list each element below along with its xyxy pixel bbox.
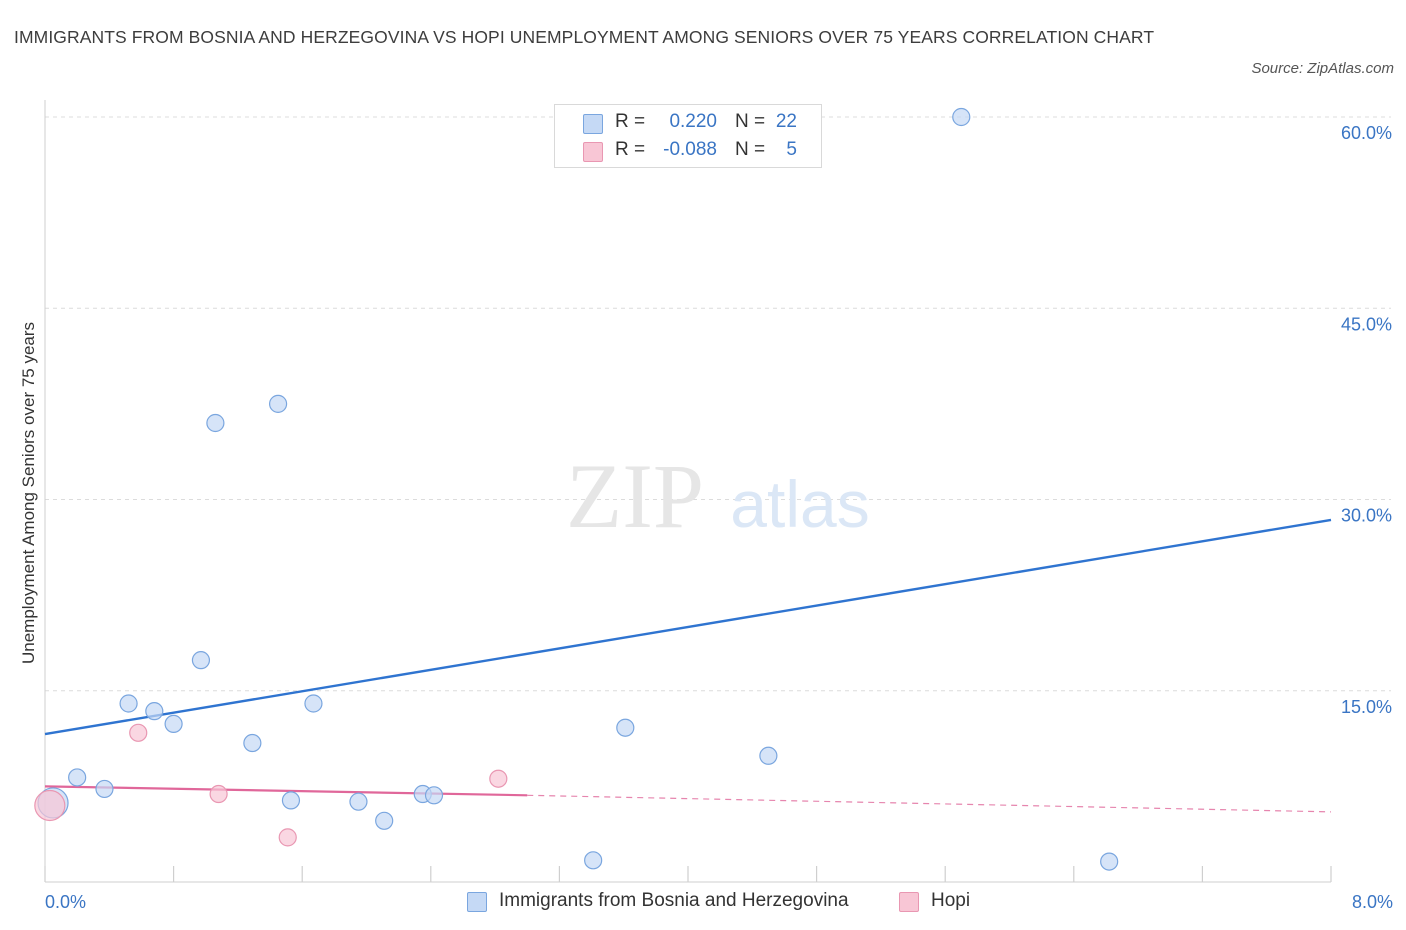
point-bosnia xyxy=(952,107,971,127)
watermark-zip: ZIP xyxy=(566,445,704,547)
point-hopi xyxy=(489,769,508,788)
point-hopi xyxy=(34,789,66,822)
point-bosnia xyxy=(268,394,288,413)
point-bosnia xyxy=(1100,852,1119,871)
n-label: N = xyxy=(735,111,766,132)
n-value: 5 xyxy=(786,139,797,160)
y-axis-label: Unemployment Among Seniors over 75 years xyxy=(19,322,38,664)
y-tick-label: 15.0% xyxy=(1341,697,1392,717)
stats-legend-row-blue: R = 0.220 N = 22 xyxy=(555,110,821,138)
grid-layer xyxy=(45,116,1391,692)
r-label: R = xyxy=(615,111,646,132)
trend-line-hopi xyxy=(44,785,528,797)
trend-layer xyxy=(44,518,1332,813)
chart-title: IMMIGRANTS FROM BOSNIA AND HERZEGOVINA V… xyxy=(14,27,1155,47)
trend-line-hopi-extension xyxy=(527,794,1332,813)
y-tick-label: 45.0% xyxy=(1341,314,1392,334)
r-value: -0.088 xyxy=(663,139,717,160)
source-label: Source: ZipAtlas.com xyxy=(1251,60,1394,77)
x-tick-label-min: 0.0% xyxy=(45,892,86,912)
trend-line-bosnia xyxy=(44,518,1332,736)
point-bosnia xyxy=(206,413,225,433)
r-label: R = xyxy=(615,139,646,160)
legend-swatch-hopi xyxy=(899,892,919,912)
point-bosnia xyxy=(349,792,368,811)
legend-swatch-pink xyxy=(583,142,603,162)
y-tick-label: 60.0% xyxy=(1341,123,1392,143)
point-bosnia xyxy=(304,694,323,713)
r-value: 0.220 xyxy=(669,111,717,132)
axis-layer: 15.0% 30.0% 45.0% 60.0% 0.0% 8.0% xyxy=(44,100,1393,912)
point-bosnia xyxy=(424,786,444,805)
point-bosnia xyxy=(375,811,394,830)
point-hopi xyxy=(129,723,148,742)
stats-legend-row-pink: R = -0.088 N = 5 xyxy=(555,138,821,166)
watermark-atlas: atlas xyxy=(730,467,869,541)
point-bosnia xyxy=(95,779,114,799)
point-bosnia xyxy=(68,768,87,787)
legend-label-hopi: Hopi xyxy=(931,890,971,911)
n-label: N = xyxy=(735,139,766,160)
legend-swatch-bosnia xyxy=(467,892,487,912)
n-value: 22 xyxy=(775,111,797,132)
point-bosnia xyxy=(616,718,635,737)
point-bosnia xyxy=(164,714,183,734)
point-bosnia xyxy=(145,702,164,721)
point-bosnia xyxy=(191,651,211,670)
point-bosnia xyxy=(119,694,138,713)
x-tick-label-max: 8.0% xyxy=(1352,892,1393,912)
point-bosnia xyxy=(759,746,778,765)
y-tick-label: 30.0% xyxy=(1341,506,1392,526)
stats-legend: R = 0.220 N = 22 R = -0.088 N = 5 xyxy=(554,104,822,168)
point-bosnia xyxy=(584,851,603,870)
legend-label-bosnia: Immigrants from Bosnia and Herzegovina xyxy=(499,890,849,911)
point-bosnia xyxy=(243,733,262,753)
watermark: ZIP atlas xyxy=(566,445,870,547)
point-bosnia xyxy=(281,791,301,810)
legend-swatch-blue xyxy=(583,114,603,134)
series-legend: Immigrants from Bosnia and Herzegovina H… xyxy=(0,888,1406,918)
point-hopi xyxy=(209,784,228,804)
point-hopi xyxy=(278,828,297,847)
